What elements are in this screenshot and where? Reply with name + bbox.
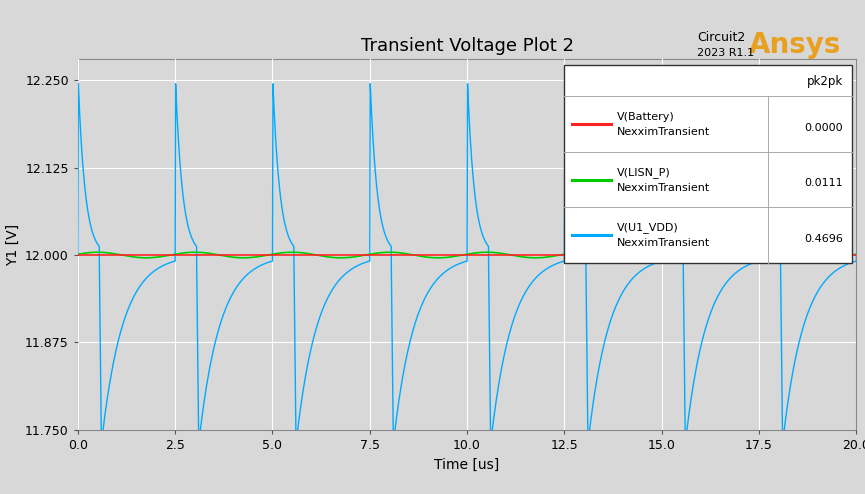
Text: 0.0000: 0.0000 [804,123,843,133]
Text: pk2pk: pk2pk [807,75,843,88]
Text: Circuit2: Circuit2 [697,32,745,44]
Text: 0.4696: 0.4696 [804,234,843,244]
Y-axis label: Y1 [V]: Y1 [V] [5,223,20,266]
Bar [565,65,853,263]
Title: Transient Voltage Plot 2: Transient Voltage Plot 2 [361,37,573,55]
Text: NexximTransient: NexximTransient [618,127,711,137]
Text: V(Battery): V(Battery) [618,112,675,122]
Text: Ansys: Ansys [748,32,841,59]
Text: NexximTransient: NexximTransient [618,183,711,193]
Text: V(U1_VDD): V(U1_VDD) [618,222,679,233]
Text: V(LISN_P): V(LISN_P) [618,167,671,178]
Text: 2023 R1.1: 2023 R1.1 [697,48,754,58]
Text: NexximTransient: NexximTransient [618,239,711,248]
X-axis label: Time [us]: Time [us] [434,457,500,471]
Text: 0.0111: 0.0111 [804,178,843,188]
